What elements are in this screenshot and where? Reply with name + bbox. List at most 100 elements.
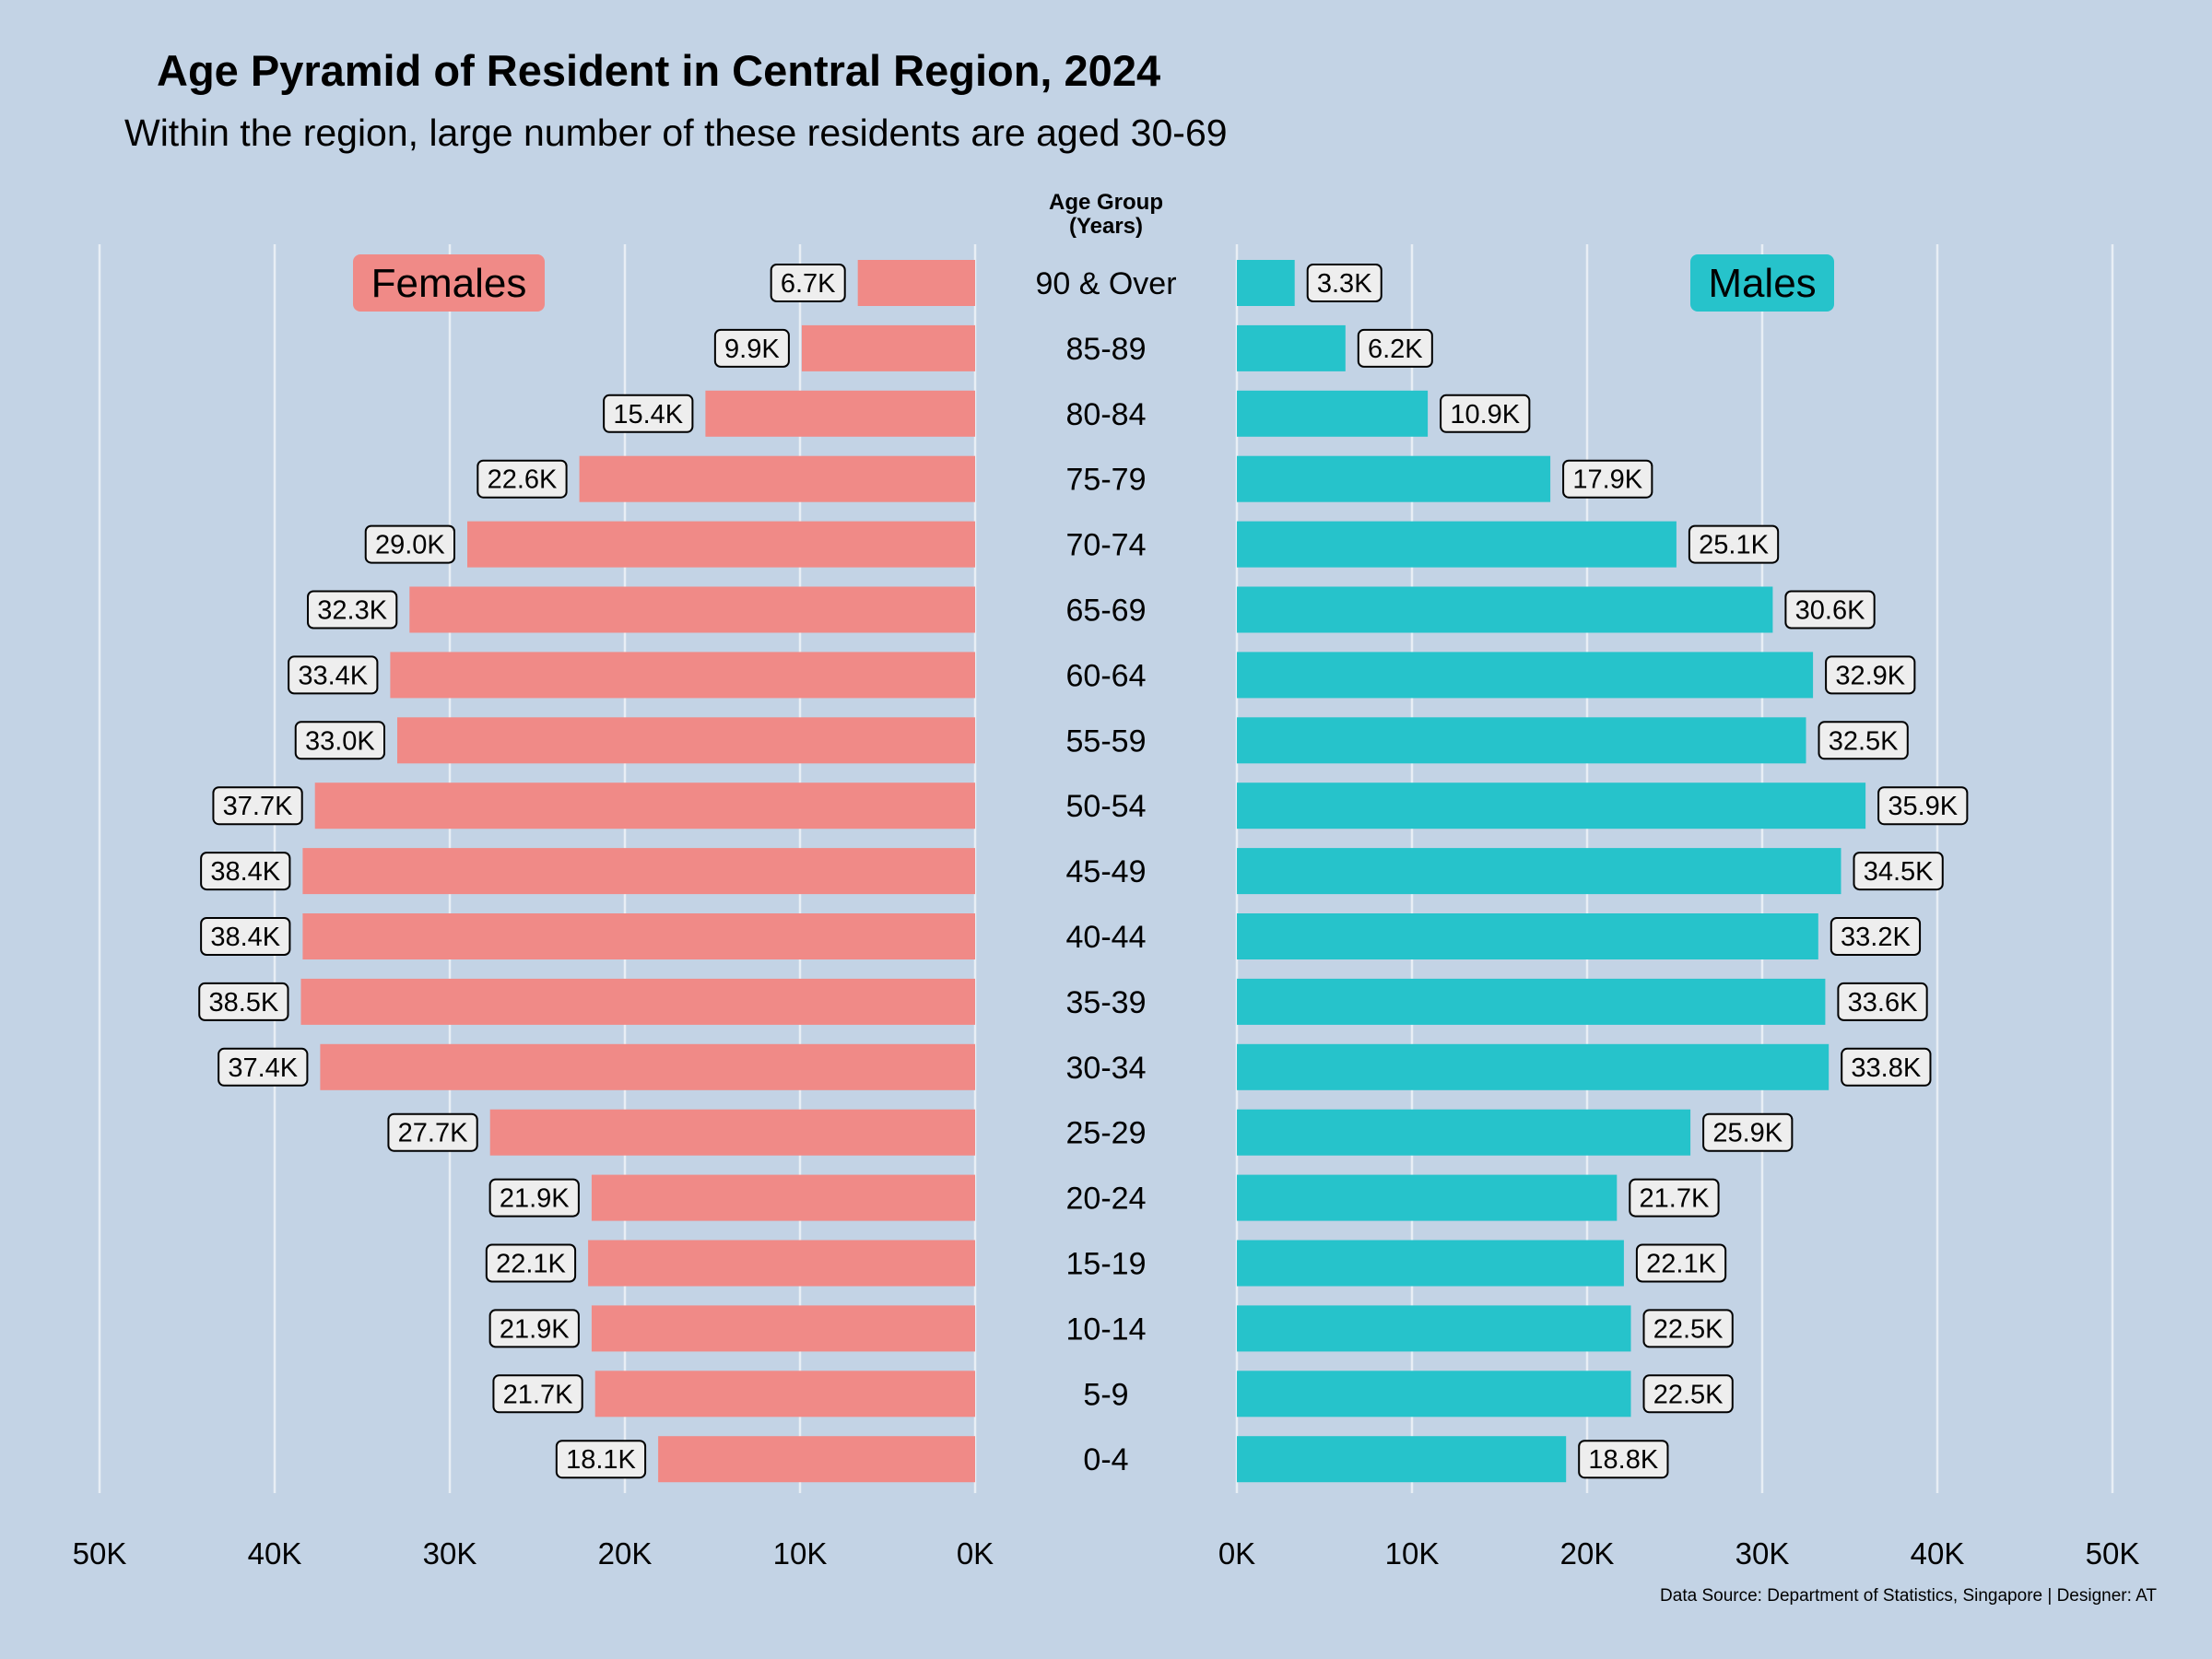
data-label-females: 6.7K <box>781 269 836 299</box>
data-label-males: 22.5K <box>1653 1314 1724 1344</box>
legend-label-males: Males <box>1708 261 1816 306</box>
bar-males <box>1237 455 1551 502</box>
data-label-box-females <box>200 917 291 956</box>
data-label-males: 33.6K <box>1848 988 1918 1018</box>
data-label-box-males <box>1642 1309 1734 1348</box>
bar-females <box>409 586 975 633</box>
data-label-box-males <box>1853 852 1944 891</box>
data-label-box-females <box>770 264 846 302</box>
x-tick-label-females: 20K <box>598 1536 653 1571</box>
bar-females <box>588 1240 975 1287</box>
bar-females <box>302 848 975 895</box>
data-label-females: 9.9K <box>724 335 780 364</box>
data-label-females: 29.0K <box>375 531 445 560</box>
age-group-label: 20-24 <box>1066 1182 1147 1217</box>
data-label-box-females <box>387 1112 478 1152</box>
bar-males <box>1237 1305 1631 1352</box>
data-label-box-females <box>488 1309 580 1348</box>
bar-females <box>579 455 975 502</box>
data-label-males: 25.9K <box>1712 1119 1783 1148</box>
data-label-box-males <box>1818 721 1909 760</box>
center-axis-title-line2: (Years) <box>1069 214 1143 239</box>
data-label-females: 21.9K <box>500 1314 570 1344</box>
age-group-label: 90 & Over <box>1035 266 1176 301</box>
data-label-box-females <box>485 1243 577 1283</box>
bar-males <box>1237 913 1818 959</box>
bar-males <box>1237 1371 1631 1418</box>
data-label-males: 6.2K <box>1368 335 1423 364</box>
legend-box-females <box>353 254 545 312</box>
data-label-males: 3.3K <box>1317 269 1372 299</box>
x-tick-label-females: 40K <box>248 1536 302 1571</box>
data-label-males: 10.9K <box>1450 400 1520 429</box>
bar-males <box>1237 324 1346 371</box>
age-group-label: 15-19 <box>1066 1247 1147 1282</box>
age-group-label: 5-9 <box>1083 1377 1128 1412</box>
data-label-females: 21.7K <box>503 1380 573 1409</box>
data-label-box-females <box>198 982 289 1021</box>
data-label-box-males <box>1629 1178 1720 1218</box>
bar-males <box>1237 1109 1691 1156</box>
data-label-males: 32.5K <box>1829 726 1899 756</box>
data-label-males: 33.8K <box>1851 1053 1921 1083</box>
data-label-box-males <box>1702 1112 1794 1152</box>
bar-males <box>1237 978 1826 1025</box>
data-label-females: 18.1K <box>566 1445 636 1475</box>
x-tick-label-females: 50K <box>73 1536 127 1571</box>
x-tick-label-females: 10K <box>773 1536 828 1571</box>
bar-males <box>1237 586 1773 633</box>
age-group-labels: 90 & Over 85-89 80-84 75-79 70-74 65-69 60-64 5… <box>1035 266 1176 1477</box>
data-label-females: 37.4K <box>228 1053 298 1083</box>
bar-females <box>857 260 975 306</box>
data-label-box-males <box>1841 1047 1932 1087</box>
bar-males <box>1237 782 1866 830</box>
data-label-males: 22.1K <box>1646 1250 1716 1279</box>
bar-females <box>397 717 975 764</box>
bars <box>300 260 1866 1483</box>
age-group-label: 55-59 <box>1066 724 1147 759</box>
data-label-females: 38.4K <box>210 857 280 887</box>
bar-females <box>801 324 975 371</box>
data-label-box-males <box>1784 590 1876 629</box>
bar-males <box>1237 260 1295 306</box>
data-label-box-males <box>1825 655 1916 695</box>
x-tick-label-males: 0K <box>1218 1536 1255 1571</box>
x-tick-label-males: 20K <box>1560 1536 1615 1571</box>
center-axis-title-line1: Age Group <box>1049 190 1163 215</box>
data-label-box-females <box>492 1374 583 1414</box>
data-label-males: 35.9K <box>1888 792 1958 821</box>
data-label-females: 22.6K <box>488 465 558 495</box>
data-label-box-males <box>1562 459 1653 499</box>
bar-females <box>591 1174 975 1221</box>
data-label-box-males <box>1357 328 1433 368</box>
data-label-box-males <box>1877 786 1969 826</box>
data-label-box-females <box>713 328 790 368</box>
bar-females <box>594 1371 975 1418</box>
data-label-males: 33.2K <box>1841 923 1911 952</box>
age-group-label: 10-14 <box>1066 1312 1147 1347</box>
data-label-females: 22.1K <box>496 1250 566 1279</box>
data-label-males: 18.8K <box>1588 1445 1658 1475</box>
data-label-box-females <box>488 1178 580 1218</box>
data-label-box-females <box>218 1047 309 1087</box>
x-tick-label-males: 40K <box>1911 1536 1965 1571</box>
data-label-males: 34.5K <box>1864 857 1934 887</box>
age-group-label: 85-89 <box>1066 332 1147 367</box>
x-tick-label-males: 30K <box>1735 1536 1790 1571</box>
data-label-box-males <box>1578 1440 1669 1479</box>
age-group-label: 25-29 <box>1066 1116 1147 1151</box>
x-tick-label-females: 30K <box>423 1536 477 1571</box>
data-label-males: 22.5K <box>1653 1380 1724 1409</box>
data-label-males: 17.9K <box>1572 465 1642 495</box>
bar-males <box>1237 848 1841 895</box>
data-label-females: 15.4K <box>613 400 683 429</box>
bar-males <box>1237 1043 1830 1090</box>
bar-females <box>705 390 975 437</box>
bar-females <box>591 1305 975 1352</box>
data-label-box-females <box>477 459 568 499</box>
data-label-males: 30.6K <box>1795 596 1865 626</box>
data-label-box-females <box>603 394 694 433</box>
caption: Data Source: Department of Statistics, S… <box>1660 1586 2157 1606</box>
bar-males <box>1237 390 1429 437</box>
age-group-label: 70-74 <box>1066 528 1147 563</box>
